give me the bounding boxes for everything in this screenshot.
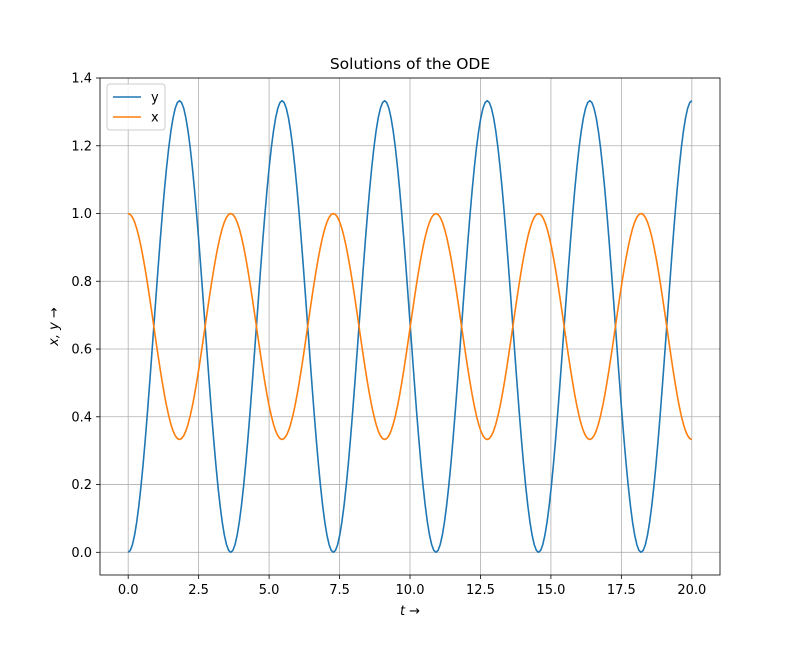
- ticks: 0.0 2.5 5.0 7.5 10.0 12.5 15.0 17.5 20.0 0.0 0.2 0.…: [71, 72, 706, 599]
- legend-label-y: y: [151, 91, 159, 106]
- chart-title: Solutions of the ODE: [330, 55, 490, 73]
- x-tick-label: 20.0: [677, 583, 706, 598]
- x-tick-label: 5.0: [259, 583, 280, 598]
- x-tick-label: 17.5: [607, 583, 636, 598]
- series-line-x: [127, 212, 693, 441]
- x-tick-label: 0.0: [118, 583, 139, 598]
- x-tick-label: 2.5: [188, 583, 209, 598]
- y-tick-label: 0.2: [71, 478, 92, 493]
- y-tick-label: 1.2: [71, 139, 92, 154]
- y-tick-label: 0.8: [71, 275, 92, 290]
- legend: yx: [106, 83, 166, 131]
- y-tick-label: 0.0: [71, 546, 92, 561]
- series-layer: [127, 99, 693, 554]
- y-tick-label: 0.6: [71, 343, 92, 358]
- y-tick-label: 0.4: [71, 410, 92, 425]
- x-tick-label: 7.5: [329, 583, 350, 598]
- y-axis-label: x, y →: [47, 307, 62, 347]
- y-tick-label: 1.0: [71, 207, 92, 222]
- x-tick-label: 12.5: [466, 583, 495, 598]
- y-tick-label: 1.4: [71, 72, 92, 87]
- x-axis-label: t →: [400, 604, 420, 619]
- legend-box: [106, 83, 166, 131]
- x-tick-label: 15.0: [536, 583, 565, 598]
- x-tick-label: 10.0: [396, 583, 425, 598]
- legend-label-x: x: [151, 111, 159, 126]
